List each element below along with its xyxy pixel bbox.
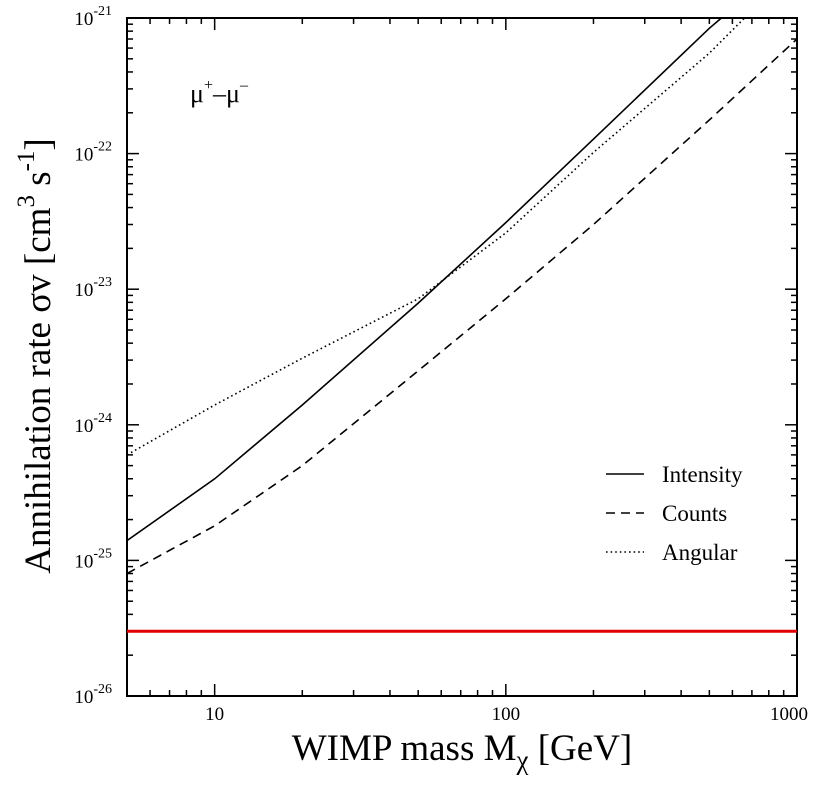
- x-axis-title: WIMP mass Mχ [GeV]: [292, 728, 633, 775]
- legend-label-angular: Angular: [662, 540, 738, 565]
- y-axis-title: Annihilation rate σv [cm3 s-1]: [13, 138, 59, 574]
- plot-frame: [126, 17, 798, 697]
- series-angular-line: [126, 17, 746, 456]
- x-tick-label: 10: [205, 704, 224, 725]
- y-tick-label: 10-21: [74, 4, 112, 30]
- legend-label-intensity: Intensity: [662, 462, 743, 487]
- y-tick-label: 10-25: [74, 546, 112, 572]
- y-tick-label: 10-23: [74, 275, 112, 301]
- y-tick-label: 10-24: [74, 411, 112, 437]
- tick-labels: 10 100 1000 10-26 10-25 10-24 10-23 10-22 10-21: [74, 4, 808, 725]
- legend: Intensity Counts Angular: [606, 462, 743, 565]
- series-layer: [126, 17, 798, 575]
- x-tick-label: 100: [492, 704, 521, 725]
- y-tick-label: 10-22: [74, 140, 112, 166]
- axis-ticks: [126, 17, 798, 697]
- series-counts-line: [126, 38, 798, 575]
- x-tick-label: 1000: [770, 704, 808, 725]
- series-intensity-line: [126, 17, 722, 542]
- legend-label-counts: Counts: [662, 501, 727, 526]
- y-tick-label: 10-26: [74, 682, 112, 708]
- channel-annotation: μ+–μ–: [190, 77, 249, 108]
